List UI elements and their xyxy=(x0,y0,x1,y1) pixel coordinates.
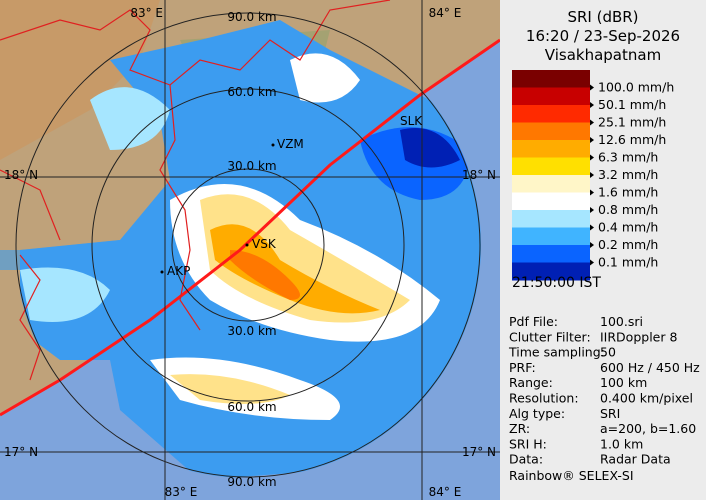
info-value: 0.400 km/pixel xyxy=(600,391,693,406)
legend-swatch xyxy=(512,227,590,246)
scan-time: 21:50:00 IST xyxy=(512,275,601,291)
info-label: SRI H: xyxy=(509,436,547,451)
lat-label: 17° N xyxy=(4,445,38,459)
place-dot xyxy=(271,143,275,147)
legend-label: 100.0 mm/h xyxy=(598,80,674,95)
product-title: SRI (dBR) xyxy=(567,8,638,26)
ring-label: 30.0 km xyxy=(227,159,276,173)
lat-label: 17° N xyxy=(462,445,496,459)
product-datetime: 16:20 / 23-Sep-2026 xyxy=(526,27,680,45)
land-shade xyxy=(0,0,160,160)
legend-label: 0.4 mm/h xyxy=(598,220,658,235)
legend-pointer xyxy=(590,224,594,231)
info-label: Resolution: xyxy=(509,391,579,406)
legend-swatch xyxy=(512,192,590,211)
lat-label: 18° N xyxy=(4,168,38,182)
legend: 100.0 mm/h 50.1 mm/h 25.1 mm/h 12.6 mm/h 6.3… xyxy=(512,70,674,281)
info-value: IIRDoppler 8 xyxy=(600,329,677,344)
info-label: Alg type: xyxy=(509,406,565,421)
legend-swatch xyxy=(512,245,590,263)
info-value: 600 Hz / 450 Hz xyxy=(600,360,700,375)
legend-swatch xyxy=(512,70,590,88)
info-label: PRF: xyxy=(509,360,536,375)
info-label: ZR: xyxy=(509,421,530,436)
legend-label: 3.2 mm/h xyxy=(598,167,658,182)
legend-pointer xyxy=(590,189,594,196)
lon-label: 83° E xyxy=(130,6,163,20)
legend-swatch xyxy=(512,175,590,193)
legend-swatch xyxy=(512,140,590,158)
info-value: a=200, b=1.60 xyxy=(600,421,696,436)
place-dot xyxy=(160,270,164,274)
legend-swatch xyxy=(512,157,590,176)
info-value: SRI xyxy=(600,406,620,421)
radar-echo xyxy=(20,20,481,478)
info-label: Data: xyxy=(509,452,543,467)
place-dot xyxy=(245,243,249,247)
legend-label: 12.6 mm/h xyxy=(598,132,666,147)
info-label: Time sampling: xyxy=(508,345,605,360)
legend-pointer xyxy=(590,84,594,91)
ring-label: 30.0 km xyxy=(227,324,276,338)
legend-pointer xyxy=(590,119,594,126)
ring-label: 60.0 km xyxy=(227,85,276,99)
lat-label: 18° N xyxy=(462,168,496,182)
legend-pointer xyxy=(590,172,594,178)
legend-label: 6.3 mm/h xyxy=(598,150,658,165)
legend-pointer xyxy=(590,259,594,266)
place-label: AKP xyxy=(167,264,190,278)
ring-label: 90.0 km xyxy=(227,10,276,24)
echo-edge xyxy=(0,240,120,270)
place-label: VZM xyxy=(277,137,304,151)
coastline xyxy=(0,38,501,417)
legend-swatch xyxy=(512,262,590,281)
legend-label: 0.1 mm/h xyxy=(598,255,658,270)
legend-label: 50.1 mm/h xyxy=(598,97,666,112)
lon-label: 84° E xyxy=(429,6,462,20)
place-label: VSK xyxy=(252,237,277,251)
lon-label: 83° E xyxy=(165,485,198,499)
info-value: 100.sri xyxy=(600,314,643,329)
info-value: Radar Data xyxy=(600,452,671,467)
ring-label: 60.0 km xyxy=(227,400,276,414)
legend-label: 0.8 mm/h xyxy=(598,202,658,217)
info-label: Range: xyxy=(509,375,553,390)
legend-pointer xyxy=(590,242,594,248)
legend-label: 25.1 mm/h xyxy=(598,115,666,130)
station-name: Visakhapatnam xyxy=(545,46,661,64)
graticule xyxy=(0,0,500,500)
legend-swatch xyxy=(512,122,590,141)
place-label: SLK xyxy=(400,114,423,128)
legend-label: 0.2 mm/h xyxy=(598,237,658,252)
lon-label: 84° E xyxy=(429,485,462,499)
footer: Rainbow® SELEX-SI xyxy=(509,468,634,483)
legend-pointer xyxy=(590,102,594,108)
info-table: Pdf File: 100.sri Clutter Filter: IIRDopple… xyxy=(508,314,700,467)
legend-swatch xyxy=(512,87,590,106)
info-value: 100 km xyxy=(600,375,647,390)
legend-swatch xyxy=(512,210,590,228)
legend-pointer xyxy=(590,137,594,143)
info-value: 1.0 km xyxy=(600,436,643,451)
info-label: Pdf File: xyxy=(509,314,558,329)
legend-pointer xyxy=(590,154,594,161)
info-label: Clutter Filter: xyxy=(509,329,591,344)
legend-pointer xyxy=(590,207,594,213)
legend-swatch xyxy=(512,105,590,123)
info-value: 50 xyxy=(600,345,616,360)
legend-label: 1.6 mm/h xyxy=(598,185,658,200)
ring-label: 90.0 km xyxy=(227,475,276,489)
